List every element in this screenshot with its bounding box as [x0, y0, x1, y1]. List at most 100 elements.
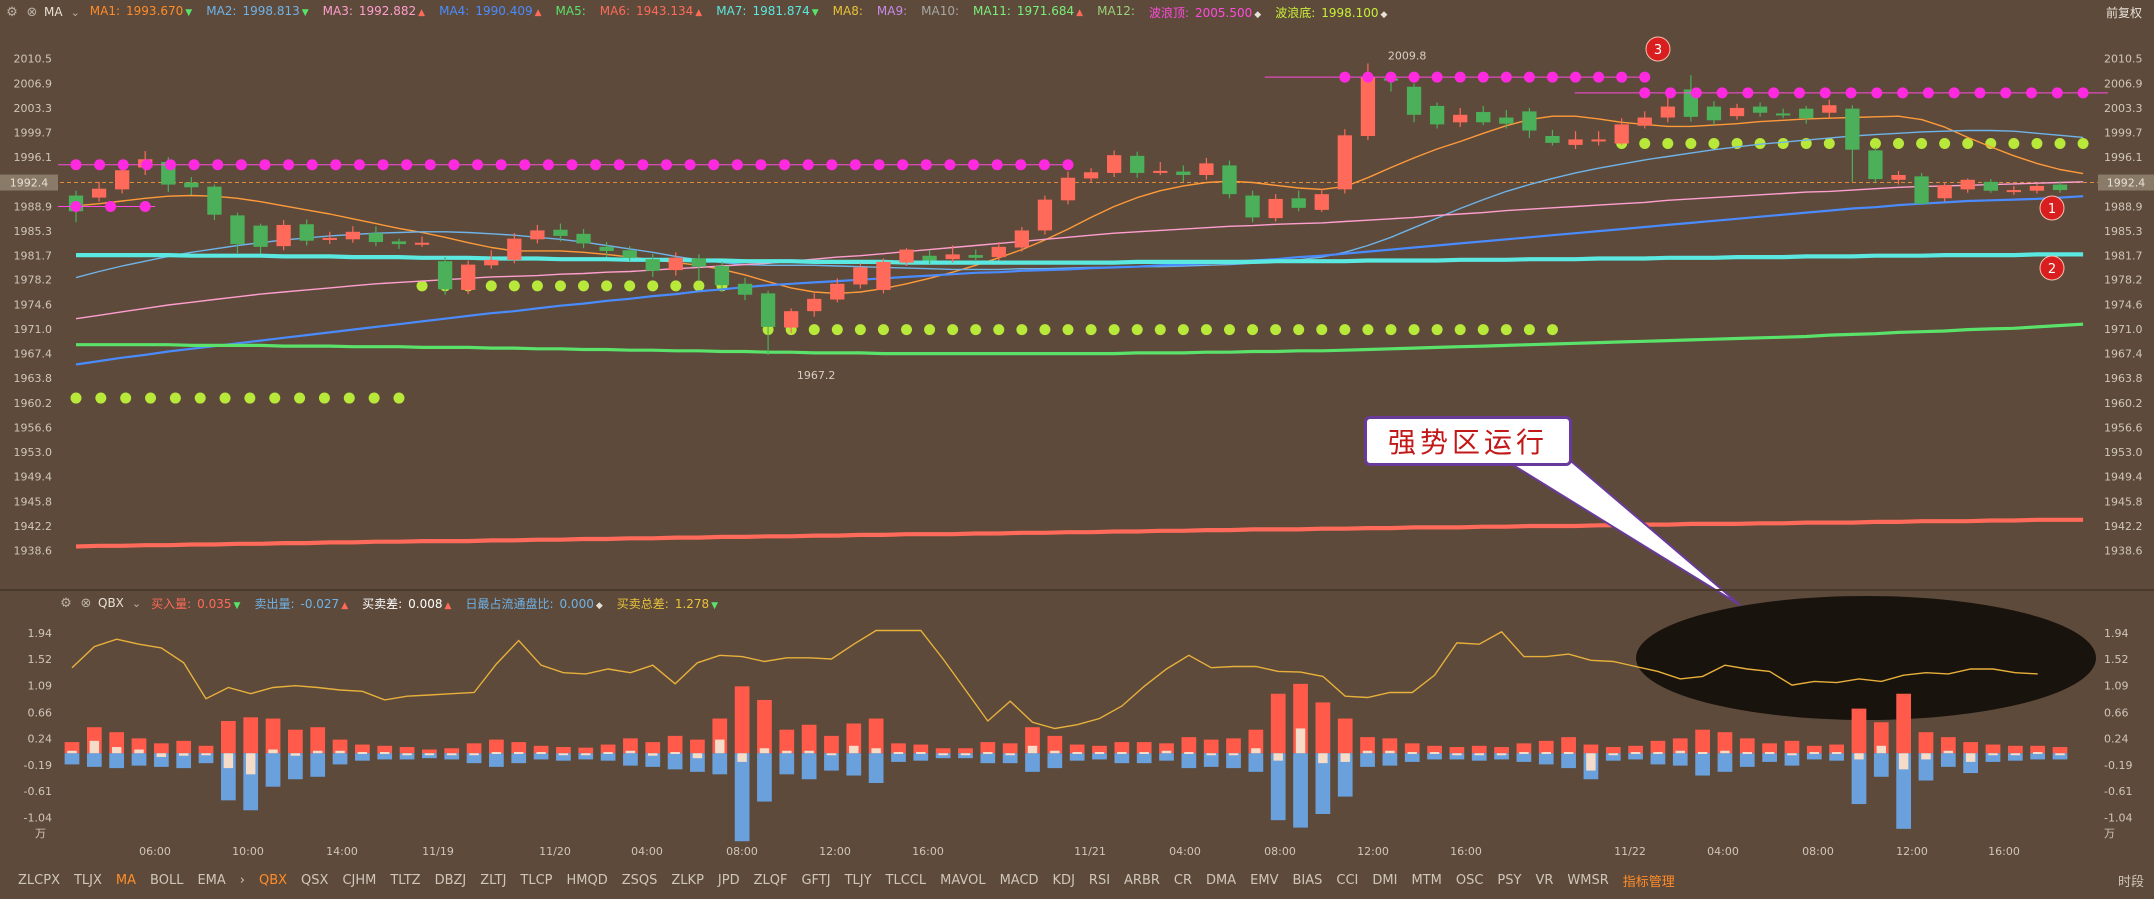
wave-bottom-dot [531, 280, 543, 292]
tab-rsi[interactable]: RSI [1088, 872, 1111, 888]
chevron-down-icon[interactable]: ⌄ [131, 596, 142, 610]
net-volume-bar [1519, 752, 1529, 754]
ma-legend-item: MA3: 1992.882 ▲ [323, 4, 425, 21]
tab-指标管理[interactable]: 指标管理 [1622, 874, 1675, 890]
chart-canvas[interactable]: 2010.5 2010.5 2006.9 2006.9 2003.3 2003.3 1999… [0, 0, 2154, 866]
tab-hmqd[interactable]: HMQD [566, 872, 608, 888]
tab-›[interactable]: › [239, 872, 245, 888]
tab-cci[interactable]: CCI [1336, 872, 1359, 888]
tab-jpd[interactable]: JPD [717, 872, 740, 888]
tab-tlccl[interactable]: TLCCL [885, 872, 927, 888]
wave-bottom-dot [145, 392, 157, 404]
x-axis-label: 11/21 [1074, 845, 1106, 858]
tab-zlqf[interactable]: ZLQF [753, 872, 788, 888]
tab-tljx[interactable]: TLJX [73, 872, 102, 888]
tab-gftj[interactable]: GFTJ [801, 872, 831, 888]
tab-ma[interactable]: MA [115, 872, 137, 888]
buy-volume-bar [2007, 745, 2023, 754]
qbx-legend-label: 买入量: [151, 596, 192, 611]
tab-emv[interactable]: EMV [1250, 872, 1279, 888]
candle-body [114, 170, 130, 190]
candle-body [1914, 176, 1929, 204]
tab-boll[interactable]: BOLL [150, 872, 184, 888]
net-volume-bar [1742, 752, 1752, 754]
tab-mavol[interactable]: MAVOL [940, 872, 986, 888]
timeframe-button[interactable]: 时段 [2117, 875, 2144, 890]
tab-vr[interactable]: VR [1535, 872, 1554, 888]
tab-tljy[interactable]: TLJY [844, 872, 872, 888]
x-axis-label: 11/19 [422, 845, 454, 858]
candle-body [830, 283, 845, 300]
buy-volume-bar [1427, 745, 1442, 754]
sell-volume-bar [176, 753, 192, 769]
buy-volume-bar [935, 748, 951, 754]
tab-kdj[interactable]: KDJ [1052, 872, 1075, 888]
tab-osc[interactable]: OSC [1455, 872, 1484, 888]
tab-zlcpx[interactable]: ZLCPX [18, 872, 60, 888]
wave-bottom-dot [1293, 324, 1305, 336]
chevron-down-icon[interactable]: ⌄ [70, 5, 80, 19]
candle-body [414, 242, 430, 245]
tab-macd[interactable]: MACD [999, 872, 1039, 888]
tab-psy[interactable]: PSY [1497, 872, 1522, 888]
tab-cjhm[interactable]: CJHM [342, 872, 377, 888]
net-volume-bar [201, 753, 211, 756]
buy-volume-bar [1695, 729, 1710, 754]
ma-line-ma4 [75, 195, 2084, 366]
tab-qbx[interactable]: QBX [258, 872, 288, 888]
wave-bottom-dot [1454, 324, 1466, 336]
tab-wmsr[interactable]: WMSR [1567, 872, 1609, 888]
tab-dma[interactable]: DMA [1206, 872, 1237, 888]
tab-zsqs[interactable]: ZSQS [621, 872, 658, 888]
adjust-mode-button[interactable]: 前复权 [2105, 6, 2142, 20]
close-icon[interactable]: ⊗ [26, 4, 38, 20]
sell-volume-bar [489, 753, 504, 767]
tab-arbr[interactable]: ARBR [1124, 872, 1160, 888]
tab-qsx[interactable]: QSX [301, 872, 329, 888]
ma-legend-label: MA2: [206, 3, 237, 18]
tab-ema[interactable]: EMA [197, 872, 226, 888]
close-icon[interactable]: ⊗ [80, 595, 92, 611]
buy-volume-bar [868, 718, 884, 754]
ma-indicator-name[interactable]: MA [44, 5, 63, 19]
tab-tlcp[interactable]: TLCP [520, 872, 553, 888]
ma-legend-label: 波浪底: [1275, 5, 1316, 20]
wave-bottom-dot [1362, 324, 1374, 336]
buy-volume-bar [1896, 693, 1912, 754]
candle-body [1083, 172, 1099, 179]
x-axis-label: 06:00 [139, 845, 171, 858]
ma-legend-item: MA10: [921, 4, 959, 21]
tab-tltz[interactable]: TLTZ [390, 872, 421, 888]
wave-top-dot [731, 159, 743, 171]
tab-cr[interactable]: CR [1173, 872, 1193, 888]
net-volume-bar [514, 752, 524, 754]
net-volume-bar [581, 753, 591, 756]
ma-legend-label: 波浪顶: [1148, 5, 1190, 20]
arrow-up-icon: ▲ [418, 7, 426, 18]
candle-body [876, 261, 891, 290]
wave-top-dot [1922, 87, 1934, 99]
tab-zltj[interactable]: ZLTJ [480, 872, 507, 888]
buy-volume-bar [1047, 735, 1063, 754]
ma-legend-label: MA12: [1097, 3, 1135, 18]
tab-dbzj[interactable]: DBZJ [434, 872, 467, 888]
wave-bottom-dot [1431, 324, 1443, 336]
tab-mtm[interactable]: MTM [1411, 872, 1442, 888]
buy-volume-bar [489, 739, 504, 754]
y-tick-label-left: 1978.2 [14, 274, 53, 287]
y-tick-label-right: 1949.4 [2104, 471, 2143, 484]
net-volume-bar [1161, 750, 1172, 754]
qbx-indicator-name[interactable]: QBX [98, 596, 124, 610]
tab-bias[interactable]: BIAS [1292, 872, 1323, 888]
gear-icon[interactable]: ⚙ [60, 595, 72, 611]
gear-icon[interactable]: ⚙ [6, 4, 18, 20]
tab-zlkp[interactable]: ZLKP [671, 872, 704, 888]
candle-body [1776, 113, 1791, 116]
sell-volume-bar [355, 753, 370, 761]
y-tick-label-right: 1938.6 [2104, 545, 2143, 558]
net-volume-bar [1965, 753, 1976, 762]
sell-volume-bar [1315, 753, 1331, 814]
candle-body [484, 259, 499, 266]
current-price-box-right [2098, 174, 2154, 191]
tab-dmi[interactable]: DMI [1372, 872, 1398, 888]
